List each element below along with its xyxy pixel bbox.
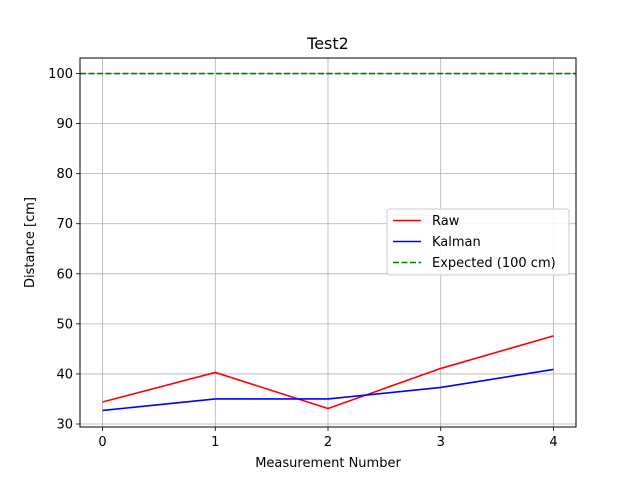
- y-tick-label: 90: [56, 117, 73, 132]
- y-tick-label: 100: [48, 67, 73, 82]
- y-tick-label: 70: [56, 217, 73, 232]
- series-line-raw: [102, 335, 554, 410]
- x-tick-label: 3: [437, 435, 445, 450]
- series-line-kalman: [102, 368, 554, 412]
- x-tick-label: 0: [98, 435, 106, 450]
- legend-box: [386, 208, 570, 276]
- y-tick-label: 60: [56, 267, 73, 282]
- y-tick-label: 30: [56, 417, 73, 432]
- x-tick-label: 2: [324, 435, 332, 450]
- legend-label: Expected (100 cm): [432, 256, 556, 271]
- legend-label: Raw: [432, 214, 460, 229]
- y-axis-label: Distance [cm]: [23, 197, 38, 288]
- y-tick-label: 80: [56, 167, 73, 182]
- legend: Raw Kalman Expected (100 cm): [386, 208, 570, 276]
- x-tick-label: 1: [211, 435, 219, 450]
- series-lines: [80, 72, 576, 412]
- y-tick-label: 50: [56, 317, 73, 332]
- x-axis-label: Measurement Number: [255, 456, 401, 471]
- x-tick-label: 4: [549, 435, 557, 450]
- axis-ticks: 0 1 2 3 4 30 40 50 60 70 80 90 100: [48, 67, 557, 450]
- y-tick-label: 40: [56, 367, 73, 382]
- legend-label: Kalman: [432, 235, 481, 250]
- chart-title: Test2: [306, 34, 349, 53]
